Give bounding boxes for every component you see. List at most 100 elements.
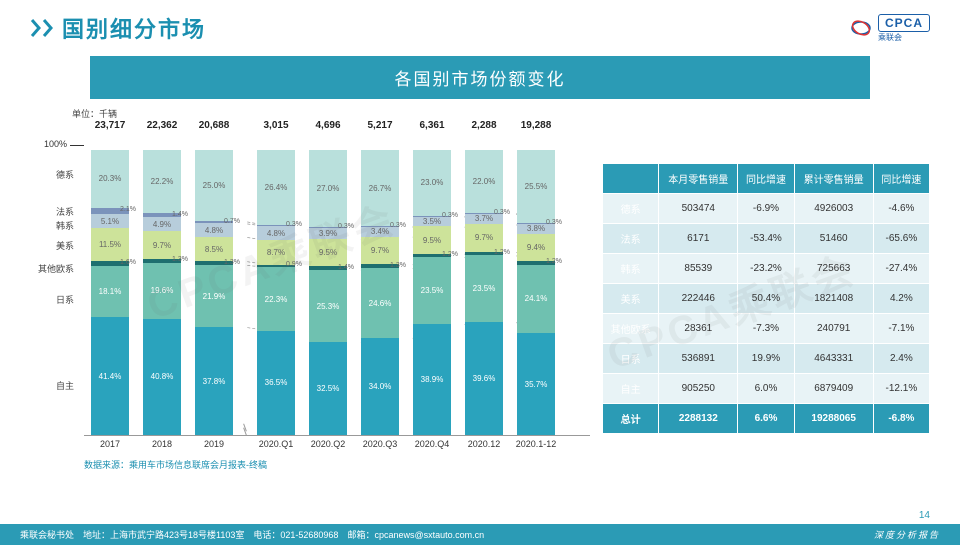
- bar-segment-自主: 36.5%: [257, 331, 295, 435]
- table-footer-row: 总计22881326.6%19288065-6.8%: [603, 404, 930, 434]
- bar-segment-其他欧系: 1.2%: [413, 254, 451, 257]
- category-label: 法系: [56, 205, 74, 218]
- bar-segment-法系: 0.3%: [517, 223, 555, 224]
- bar-segment-德系: 26.7%: [361, 150, 399, 226]
- title-wrap: 国别细分市场: [30, 12, 206, 44]
- bar-segment-韩系: 5.1%: [91, 214, 129, 229]
- bar-segment-韩系: 4.8%: [195, 223, 233, 237]
- logo-icon: [850, 19, 872, 37]
- table-cell: 19.9%: [738, 344, 794, 374]
- bar-segment-其他欧系: 1.2%: [465, 252, 503, 255]
- total-label: 3,015: [250, 120, 302, 136]
- bar-segment-日系: 22.3%: [257, 267, 295, 331]
- x-label: 2020.1-12: [510, 436, 562, 452]
- table-cell: -6.9%: [738, 194, 794, 224]
- table-cell: 222446: [659, 284, 738, 314]
- bar-segment-其他欧系: 1.6%: [91, 261, 129, 266]
- page-title: 国别细分市场: [62, 12, 206, 44]
- table-row: 美系22244650.4%18214084.2%: [603, 284, 930, 314]
- total-label: 6,361: [406, 120, 458, 136]
- bar-segment-其他欧系: 1.3%: [361, 264, 399, 268]
- table-cell: 4.2%: [873, 284, 929, 314]
- bar-segment-法系: 0.3%: [309, 227, 347, 228]
- bar-column: 39.6%23.5%1.2%9.7%3.7%0.3%22.0%: [458, 136, 510, 435]
- total-label: 5,217: [354, 120, 406, 136]
- bar-segment-日系: 23.5%: [465, 255, 503, 322]
- table-footer-cell: 总计: [603, 404, 659, 434]
- stacked-bar: 39.6%23.5%1.2%9.7%3.7%0.3%22.0%: [465, 150, 503, 435]
- category-axis-labels: 德系法系韩系美系其他欧系日系自主: [30, 145, 80, 430]
- table-cell: 自主: [603, 374, 659, 404]
- bar-segment-德系: 22.2%: [143, 150, 181, 213]
- stacked-bar: 37.8%21.9%1.3%8.5%4.8%0.7%25.0%: [195, 150, 233, 435]
- bar-segment-德系: 27.0%: [309, 150, 347, 227]
- bar-segment-美系: 9.5%: [309, 239, 347, 266]
- table-cell: 905250: [659, 374, 738, 404]
- table-cell: 503474: [659, 194, 738, 224]
- total-label: 22,362: [136, 120, 188, 136]
- table-header-cell: 同比增速: [738, 164, 794, 194]
- stacked-bar: 36.5%22.3%0.9%8.7%4.8%0.3%26.4%: [257, 150, 295, 435]
- bar-segment-法系: 0.3%: [413, 216, 451, 217]
- table-cell: 51460: [794, 224, 873, 254]
- table-row: 德系503474-6.9%4926003-4.6%: [603, 194, 930, 224]
- bars-container: 41.4%18.1%1.6%11.5%5.1%2.1%20.3%40.8%19.…: [84, 136, 590, 435]
- category-label: 日系: [56, 293, 74, 306]
- bar-segment-德系: 26.4%: [257, 150, 295, 225]
- bar-column: 34.0%24.6%1.3%9.7%3.4%0.3%26.7%: [354, 136, 406, 435]
- category-label: 韩系: [56, 219, 74, 232]
- table-cell: -27.4%: [873, 254, 929, 284]
- bar-segment-美系: 9.7%: [465, 224, 503, 252]
- bar-column: 37.8%21.9%1.3%8.5%4.8%0.7%25.0%: [188, 136, 240, 435]
- table-header-cell: 同比增速: [873, 164, 929, 194]
- table-cell: -12.1%: [873, 374, 929, 404]
- table-cell: 2.4%: [873, 344, 929, 374]
- chart-banner: 各国别市场份额变化: [90, 56, 870, 99]
- bar-segment-其他欧系: 1.2%: [517, 261, 555, 264]
- chart-area: 单位：千辆 23,71722,36220,6883,0154,6965,2176…: [30, 107, 590, 471]
- logo: CPCA 乘联会: [850, 14, 930, 43]
- table-cell: 其他欧系: [603, 314, 659, 344]
- bar-segment-日系: 19.6%: [143, 263, 181, 319]
- bar-segment-法系: 0.3%: [361, 226, 399, 227]
- table-cell: 4926003: [794, 194, 873, 224]
- table-row: 其他欧系28361-7.3%240791-7.1%: [603, 314, 930, 344]
- header: 国别细分市场 CPCA 乘联会: [0, 0, 960, 50]
- x-label: 2020.Q1: [250, 436, 302, 452]
- bar-segment-美系: 9.5%: [413, 226, 451, 253]
- bar-segment-日系: 21.9%: [195, 265, 233, 327]
- bar-segment-法系: 0.3%: [465, 213, 503, 214]
- bar-column: 36.5%22.3%0.9%8.7%4.8%0.3%26.4%: [250, 136, 302, 435]
- x-label: 2019: [188, 436, 240, 452]
- table-header-cell: [603, 164, 659, 194]
- footer-right: 深度分析报告: [874, 528, 940, 541]
- table-cell: 4643331: [794, 344, 873, 374]
- table-cell: 28361: [659, 314, 738, 344]
- table-cell: 85539: [659, 254, 738, 284]
- bar-segment-法系: 0.7%: [195, 221, 233, 223]
- bar-segment-其他欧系: 1.3%: [195, 261, 233, 265]
- table-cell: 日系: [603, 344, 659, 374]
- table-cell: 6171: [659, 224, 738, 254]
- stacked-bar: 34.0%24.6%1.3%9.7%3.4%0.3%26.7%: [361, 150, 399, 435]
- table-cell: 6879409: [794, 374, 873, 404]
- bar-segment-德系: 25.0%: [195, 150, 233, 221]
- bar-segment-德系: 23.0%: [413, 150, 451, 216]
- table-cell: 法系: [603, 224, 659, 254]
- bar-segment-自主: 40.8%: [143, 319, 181, 435]
- bar-column: 40.8%19.6%1.3%9.7%4.9%1.4%22.2%: [136, 136, 188, 435]
- source-note: 数据来源：乘用车市场信息联席会月报表-终稿: [84, 458, 590, 471]
- table-row: 自主9052506.0%6879409-12.1%: [603, 374, 930, 404]
- bar-segment-日系: 24.1%: [517, 265, 555, 334]
- stacked-bar: 32.5%25.3%1.4%9.5%3.9%0.3%27.0%: [309, 150, 347, 435]
- table-cell: 美系: [603, 284, 659, 314]
- bar-segment-德系: 20.3%: [91, 150, 129, 208]
- table-cell: -65.6%: [873, 224, 929, 254]
- bar-segment-德系: 25.5%: [517, 150, 555, 223]
- axis-break: [240, 136, 250, 435]
- bar-segment-其他欧系: 1.3%: [143, 259, 181, 263]
- bar-column: 35.7%24.1%1.2%9.4%3.8%0.3%25.5%: [510, 136, 562, 435]
- bar-segment-自主: 41.4%: [91, 317, 129, 435]
- x-label: 2018: [136, 436, 188, 452]
- table-row: 日系53689119.9%46433312.4%: [603, 344, 930, 374]
